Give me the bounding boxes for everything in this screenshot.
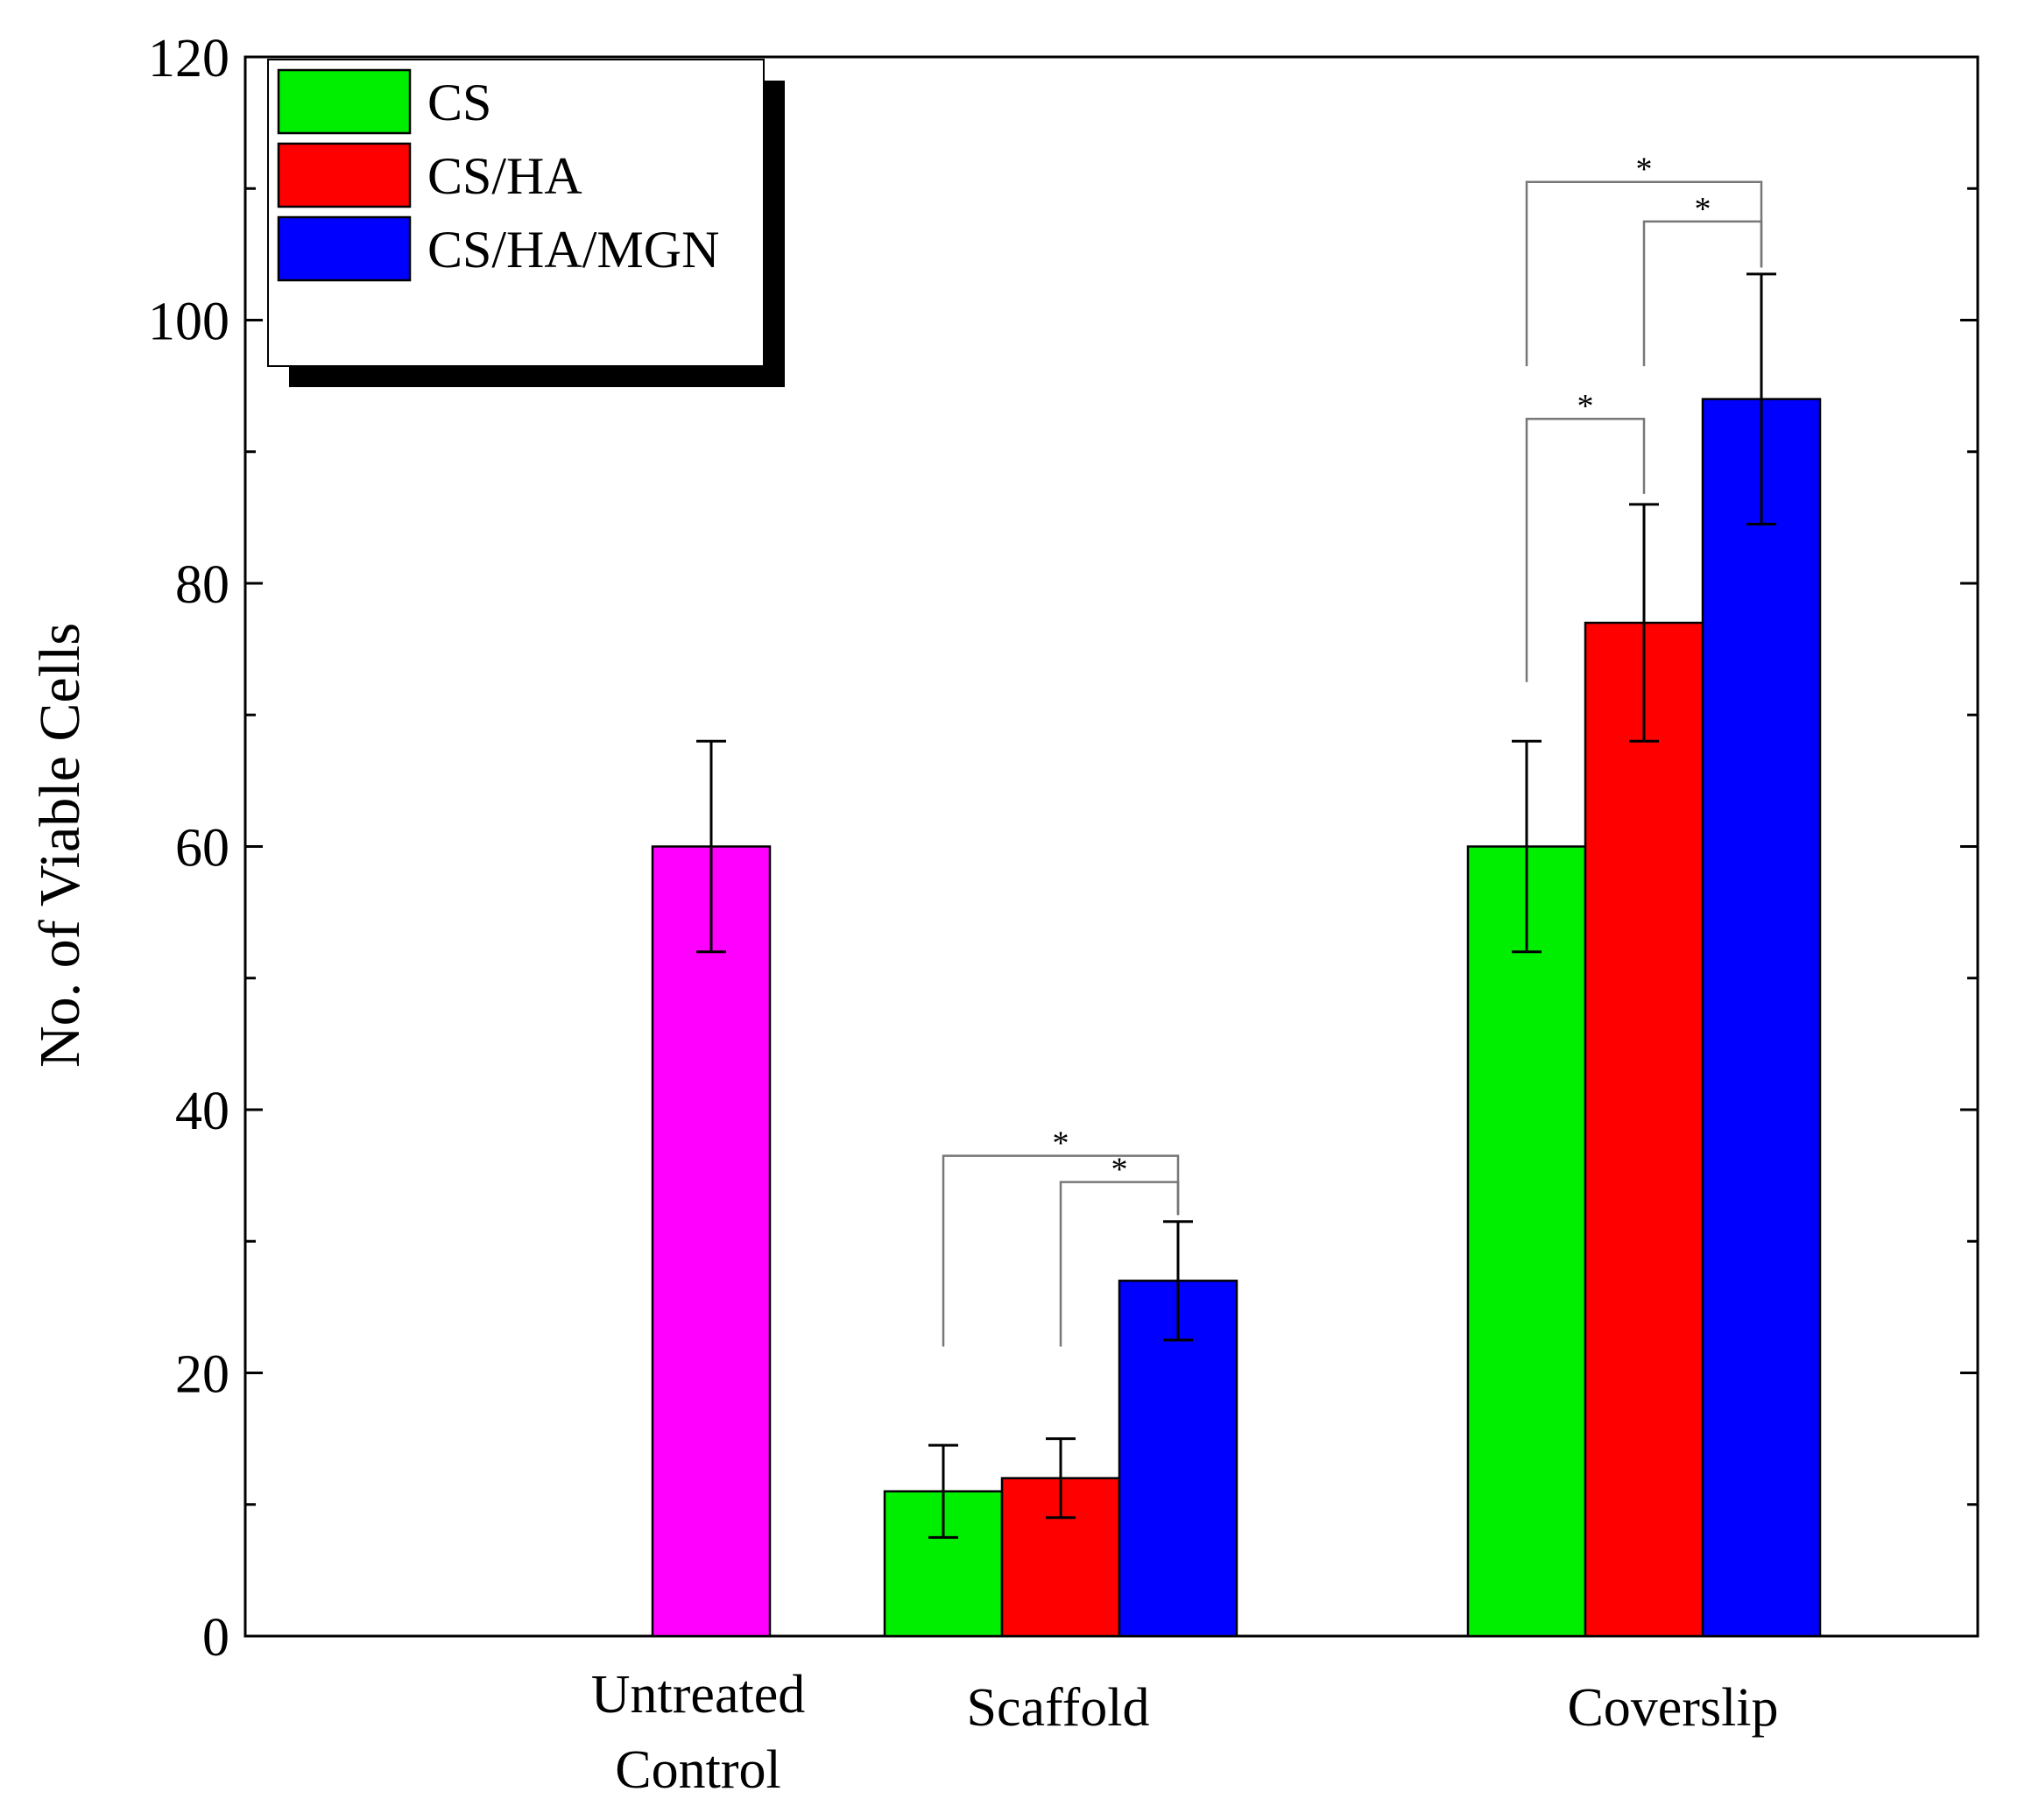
x-category-label: Control	[615, 1740, 780, 1800]
x-category-label: Coverslip	[1567, 1678, 1778, 1738]
legend-items: CS CS/HA CS/HA/MGN	[277, 68, 719, 282]
bar	[1701, 398, 1822, 1638]
significance-star: *	[1636, 152, 1653, 188]
legend-swatch	[277, 142, 412, 208]
x-category-label: Scaffold	[967, 1678, 1150, 1738]
legend-label: CS/HA	[427, 147, 582, 205]
legend: CS CS/HA CS/HA/MGN	[267, 59, 785, 387]
significance-star: *	[1053, 1125, 1069, 1162]
significance-star: *	[1577, 388, 1594, 425]
significance-bracket	[1525, 417, 1646, 682]
significance-bracket	[1059, 1181, 1180, 1347]
error-bars	[696, 272, 1776, 1539]
y-tick-label: 40	[175, 1082, 229, 1141]
significance-star: *	[1111, 1152, 1128, 1189]
x-category-label: Untreated	[591, 1665, 805, 1725]
y-tick-label: 60	[175, 819, 229, 878]
y-tick-label: 100	[148, 293, 229, 352]
significance-bracket	[1642, 220, 1763, 367]
y-axis-label: No. of Viable Cells	[28, 623, 92, 1068]
bar	[651, 845, 772, 1638]
y-tick-label: 0	[202, 1608, 229, 1668]
bar	[1466, 845, 1587, 1638]
legend-swatch	[277, 68, 412, 135]
x-category-labels: Untreated Control Scaffold Coverslip	[591, 1665, 1779, 1800]
y-tick-label: 20	[175, 1345, 229, 1405]
significance-brackets: * * * * *	[942, 152, 1763, 1347]
axis-ticks: 0 20 40 60 80 100 120	[148, 29, 1978, 1668]
bars	[651, 398, 1822, 1638]
legend-label: CS	[427, 74, 491, 131]
y-tick-label: 120	[148, 29, 229, 88]
legend-label: CS/HA/MGN	[427, 221, 719, 279]
legend-swatch	[277, 215, 412, 282]
bar	[1584, 621, 1704, 1638]
significance-star: *	[1695, 191, 1711, 228]
y-tick-label: 80	[175, 555, 229, 615]
